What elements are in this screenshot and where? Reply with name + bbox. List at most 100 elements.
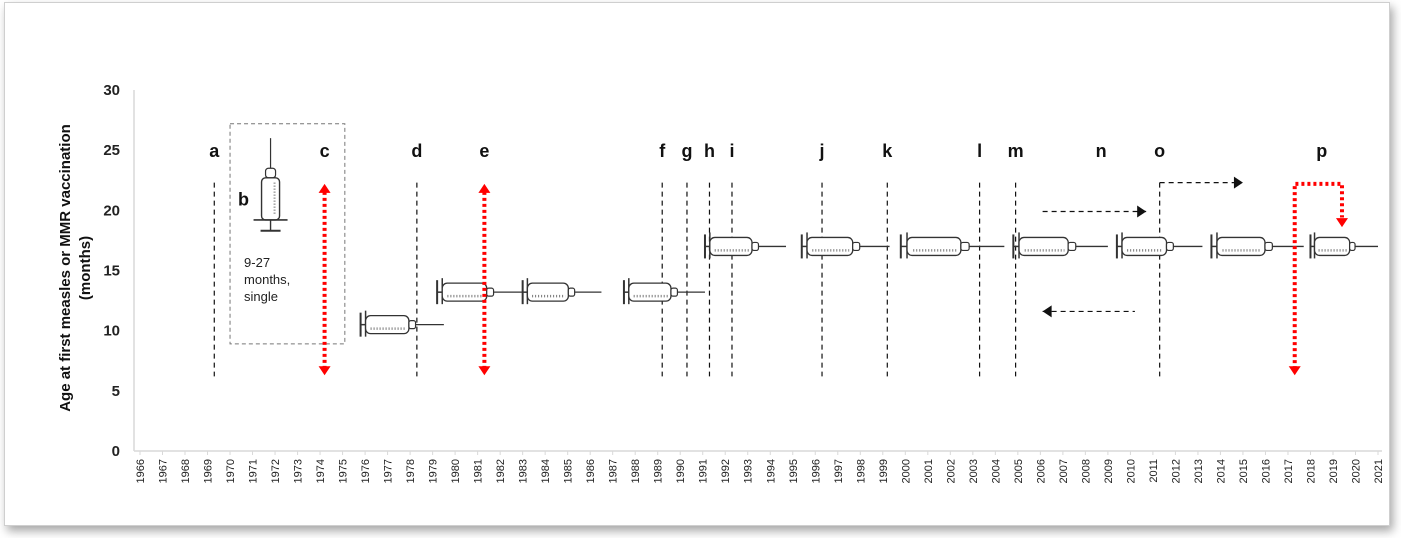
x-tick-label: 1966 bbox=[135, 459, 147, 483]
x-tick-label: 1998 bbox=[855, 459, 867, 483]
x-tick-label: 1974 bbox=[315, 459, 327, 483]
event-label-j: j bbox=[819, 141, 825, 161]
x-tick-label: 1980 bbox=[450, 459, 462, 483]
x-tick-label: 1968 bbox=[180, 459, 192, 483]
y-tick-label: 30 bbox=[103, 82, 120, 99]
y-tick-label: 20 bbox=[103, 202, 120, 219]
x-tick-label: 1967 bbox=[158, 459, 170, 483]
syringe-icon bbox=[1012, 232, 1108, 259]
vertical-syringe-icon bbox=[253, 138, 288, 232]
x-tick-label: 2017 bbox=[1283, 459, 1295, 483]
x-tick-label: 1978 bbox=[405, 459, 417, 483]
x-tick-label: 1989 bbox=[653, 459, 665, 483]
x-tick-label: 1992 bbox=[720, 459, 732, 483]
figure-frame bbox=[4, 2, 1390, 526]
x-tick-label: 1983 bbox=[518, 459, 530, 483]
red-elbow-arrow-p-head-right bbox=[1335, 218, 1348, 228]
red-range-arrow-c-head-up bbox=[318, 183, 331, 193]
x-tick-label: 2016 bbox=[1260, 459, 1272, 483]
y-axis-label-line2: (months) bbox=[77, 236, 94, 300]
syringe-icon bbox=[359, 310, 444, 337]
x-tick-label: 1987 bbox=[608, 459, 620, 483]
x-tick-label: 1982 bbox=[495, 459, 507, 483]
event-label-m: m bbox=[1008, 141, 1024, 161]
x-tick-label: 2019 bbox=[1328, 459, 1340, 483]
x-tick-label: 2003 bbox=[968, 459, 980, 483]
x-tick-label: 1993 bbox=[743, 459, 755, 483]
red-elbow-arrow-p bbox=[1292, 181, 1344, 370]
event-label-g: g bbox=[681, 141, 692, 161]
x-tick-label: 1988 bbox=[630, 459, 642, 483]
x-tick-label: 1975 bbox=[338, 459, 350, 483]
x-tick-label: 1971 bbox=[248, 459, 260, 483]
syringe-icon bbox=[800, 232, 890, 259]
x-tick-label: 1970 bbox=[225, 459, 237, 483]
x-tick-label: 2006 bbox=[1035, 459, 1047, 483]
x-tick-label: 1969 bbox=[203, 459, 215, 483]
x-tick-label: 1979 bbox=[428, 459, 440, 483]
event-label-d: d bbox=[411, 141, 422, 161]
y-tick-label: 10 bbox=[103, 323, 120, 340]
dashed-arrow-o-head bbox=[1233, 176, 1243, 189]
x-tick-label: 2007 bbox=[1058, 459, 1070, 483]
x-tick-label: 2015 bbox=[1238, 459, 1250, 483]
x-tick-label: 2011 bbox=[1148, 459, 1160, 483]
event-label-a: a bbox=[209, 141, 220, 161]
x-tick-label: 2008 bbox=[1080, 459, 1092, 483]
red-range-arrow-e-head-down bbox=[478, 366, 491, 376]
event-label-f: f bbox=[659, 141, 666, 161]
syringe-icon bbox=[1115, 232, 1203, 259]
event-label-i: i bbox=[729, 141, 734, 161]
x-tick-label: 1981 bbox=[473, 459, 485, 483]
red-range-arrow-c-head-down bbox=[318, 366, 331, 376]
event-label-h: h bbox=[704, 141, 715, 161]
syringe-icon bbox=[436, 278, 523, 305]
red-range-arrow-e-head-up bbox=[478, 183, 491, 193]
x-tick-label: 2005 bbox=[1013, 459, 1025, 483]
x-tick-label: 2012 bbox=[1170, 459, 1182, 483]
x-tick-label: 1985 bbox=[563, 459, 575, 483]
x-tick-label: 1972 bbox=[270, 459, 282, 483]
x-tick-label: 1997 bbox=[833, 459, 845, 483]
x-tick-label: 1995 bbox=[788, 459, 800, 483]
syringe-icon bbox=[1309, 232, 1378, 259]
x-tick-label: 1976 bbox=[360, 459, 372, 483]
x-tick-label: 1984 bbox=[540, 459, 552, 483]
x-tick-label: 1994 bbox=[765, 459, 777, 483]
event-label-o: o bbox=[1154, 141, 1165, 161]
x-tick-label: 2009 bbox=[1103, 459, 1115, 483]
x-tick-label: 1996 bbox=[810, 459, 822, 483]
y-axis-label-line1: Age at first measles or MMR vaccination bbox=[57, 124, 74, 412]
y-tick-label: 0 bbox=[112, 443, 120, 460]
syringe-icon bbox=[521, 278, 602, 305]
event-label-c: c bbox=[320, 141, 330, 161]
event-label-k: k bbox=[882, 141, 893, 161]
event-label-l: l bbox=[977, 141, 982, 161]
y-tick-label: 15 bbox=[103, 263, 120, 280]
x-tick-label: 1977 bbox=[383, 459, 395, 483]
y-tick-label: 5 bbox=[112, 383, 120, 400]
event-label-p: p bbox=[1316, 141, 1327, 161]
event-label-b: b bbox=[238, 189, 249, 209]
x-tick-label: 2002 bbox=[945, 459, 957, 483]
x-tick-label: 1999 bbox=[878, 459, 890, 483]
red-elbow-arrow-p-head-left bbox=[1288, 366, 1301, 376]
single-dose-box bbox=[229, 123, 346, 345]
event-label-n: n bbox=[1096, 141, 1107, 161]
x-tick-label: 2013 bbox=[1193, 459, 1205, 483]
syringe-icon bbox=[703, 232, 787, 259]
box-note-line: single bbox=[244, 289, 278, 304]
x-tick-label: 2020 bbox=[1350, 459, 1362, 483]
x-tick-label: 1990 bbox=[675, 459, 687, 483]
x-tick-label: 2021 bbox=[1373, 459, 1385, 483]
y-tick-label: 25 bbox=[103, 142, 120, 159]
x-tick-label: 2004 bbox=[990, 459, 1002, 483]
x-tick-label: 2014 bbox=[1215, 459, 1227, 483]
box-note-line: months, bbox=[244, 272, 290, 287]
box-note-line: 9-27 bbox=[244, 255, 270, 270]
x-tick-label: 1973 bbox=[293, 459, 305, 483]
x-tick-label: 1991 bbox=[698, 459, 710, 483]
x-tick-label: 2001 bbox=[923, 459, 935, 483]
syringe-icon bbox=[622, 278, 705, 305]
